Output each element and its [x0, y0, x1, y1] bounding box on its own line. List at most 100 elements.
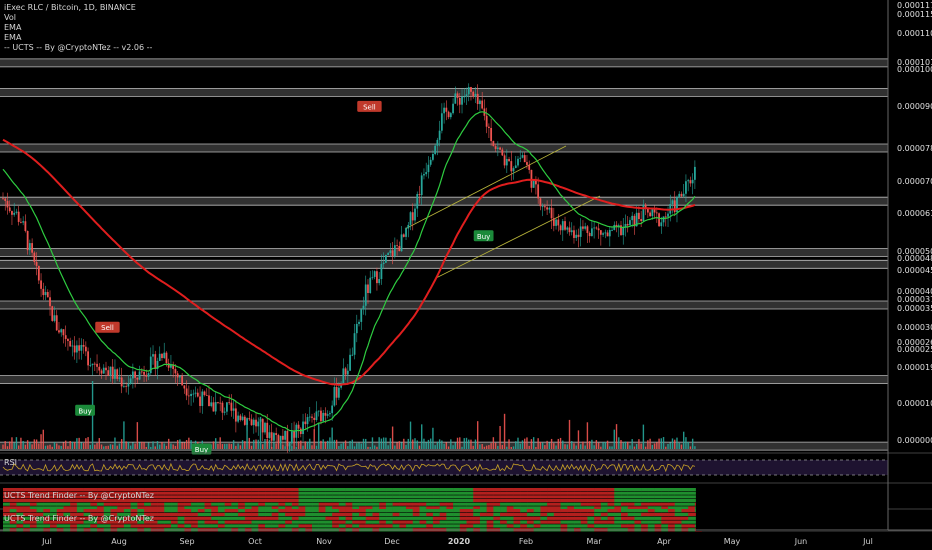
- trend-cell: [547, 524, 555, 528]
- trend-cell: [50, 495, 58, 499]
- candle-body: [248, 418, 251, 420]
- trend-cell: [23, 524, 31, 528]
- trend-cell: [197, 512, 205, 517]
- signal-buy-1[interactable]: Buy: [75, 404, 95, 416]
- trend-cell: [540, 495, 548, 499]
- trend-cell: [204, 491, 212, 495]
- candle-body: [143, 372, 145, 375]
- trend-cell: [56, 512, 64, 517]
- trend-cell: [466, 488, 474, 492]
- trend-cell: [385, 512, 393, 517]
- legend-ema-1[interactable]: EMA: [4, 23, 22, 32]
- legend-ucts[interactable]: -- UCTS -- By @CryptoNTez -- v2.06 --: [4, 43, 153, 52]
- volume-bar: [237, 443, 239, 449]
- trend-cell: [594, 506, 602, 510]
- trend-cell: [312, 488, 320, 492]
- trend-cell: [352, 502, 360, 506]
- trend-cell: [688, 491, 696, 495]
- volume-bar: [118, 443, 121, 449]
- candle-body: [635, 212, 638, 227]
- volume-bar: [69, 440, 71, 449]
- volume-bar: [295, 446, 298, 449]
- trend-cell: [432, 499, 440, 503]
- trend-cell: [647, 491, 655, 495]
- volume-bar: [365, 438, 367, 449]
- trend-cell: [291, 495, 299, 499]
- candle-body: [371, 276, 374, 278]
- trend-cell: [312, 509, 320, 513]
- candle-body: [51, 306, 54, 321]
- trend-cell: [285, 499, 293, 503]
- candle-body: [40, 280, 42, 289]
- trend-cell: [9, 495, 17, 499]
- trend-cell: [83, 516, 91, 520]
- volume-bar: [468, 439, 470, 449]
- signal-buy-2[interactable]: Buy: [191, 443, 212, 455]
- trend-cell: [244, 516, 252, 520]
- trend-cell: [446, 502, 454, 506]
- legend-vol[interactable]: Vol: [4, 13, 16, 22]
- trend-cell: [130, 506, 138, 510]
- trend-cell: [600, 524, 608, 528]
- trend-cell: [406, 524, 414, 528]
- candle-body: [541, 206, 544, 207]
- legend-ema-2[interactable]: EMA: [4, 33, 22, 42]
- trend-cell: [36, 524, 44, 528]
- trend-cell: [412, 506, 420, 510]
- trend-cell: [157, 509, 165, 513]
- trend-cell: [285, 520, 293, 524]
- trend-cell: [318, 495, 326, 499]
- trend-cell: [238, 491, 246, 495]
- signal-buy-4[interactable]: Buy: [473, 230, 494, 242]
- trend-finder-label-2[interactable]: UCTS Trend Finder -- By @CryptoNTez: [4, 514, 154, 523]
- signal-sell-0[interactable]: Sell: [95, 321, 120, 333]
- volume-bar: [228, 443, 230, 449]
- volume-bar: [429, 438, 432, 449]
- candle-body: [427, 164, 430, 173]
- candle-body: [512, 168, 515, 172]
- trend-cell: [513, 509, 521, 513]
- trend-cell: [318, 509, 326, 513]
- trend-cell: [76, 506, 84, 510]
- trend-finder-label-1[interactable]: UCTS Trend Finder -- By @CryptoNTez: [4, 491, 154, 500]
- rsi-label[interactable]: RSI: [4, 458, 17, 467]
- trend-cell: [117, 524, 125, 528]
- candle-body: [295, 424, 298, 438]
- trend-cell: [426, 516, 434, 520]
- trend-cell: [681, 502, 689, 506]
- trend-cell: [63, 506, 71, 510]
- candle-body: [346, 370, 349, 375]
- trend-cell: [170, 499, 178, 503]
- trend-cell: [217, 488, 225, 492]
- time-axis[interactable]: Jul Aug Sep Oct Nov Dec 2020 Feb Mar Apr May Jun Jul: [0, 529, 932, 546]
- trend-cell: [641, 491, 649, 495]
- trend-cell: [412, 488, 420, 492]
- candle-body: [391, 250, 394, 257]
- trend-cell: [63, 509, 71, 513]
- volume-bar: [519, 443, 521, 449]
- trend-cell: [614, 506, 622, 510]
- candle-body: [152, 354, 154, 357]
- trend-cell: [97, 509, 105, 513]
- trend-cell: [305, 502, 313, 506]
- trend-cell: [479, 524, 487, 528]
- price-axis[interactable]: 0.000117000.000115000.000110000.00010190…: [887, 0, 932, 530]
- trend-cell: [453, 524, 461, 528]
- trend-cell: [486, 499, 494, 503]
- trend-cell: [567, 488, 575, 492]
- volume-bar: [609, 446, 611, 449]
- signal-sell-3[interactable]: Sell: [357, 100, 382, 112]
- trend-cell: [526, 516, 534, 520]
- trend-cell: [83, 520, 91, 524]
- candle-body: [15, 211, 18, 213]
- trend-cell: [157, 506, 165, 510]
- candle-body: [154, 354, 157, 369]
- trend-cell: [406, 506, 414, 510]
- signal-tag-text: Sell: [101, 324, 114, 332]
- time-tick-label: Dec: [384, 537, 399, 546]
- trend-cell: [573, 516, 581, 520]
- price-tick-label: 0.00003000: [897, 323, 932, 332]
- trend-cell: [325, 488, 333, 492]
- time-tick-label: Aug: [111, 537, 127, 546]
